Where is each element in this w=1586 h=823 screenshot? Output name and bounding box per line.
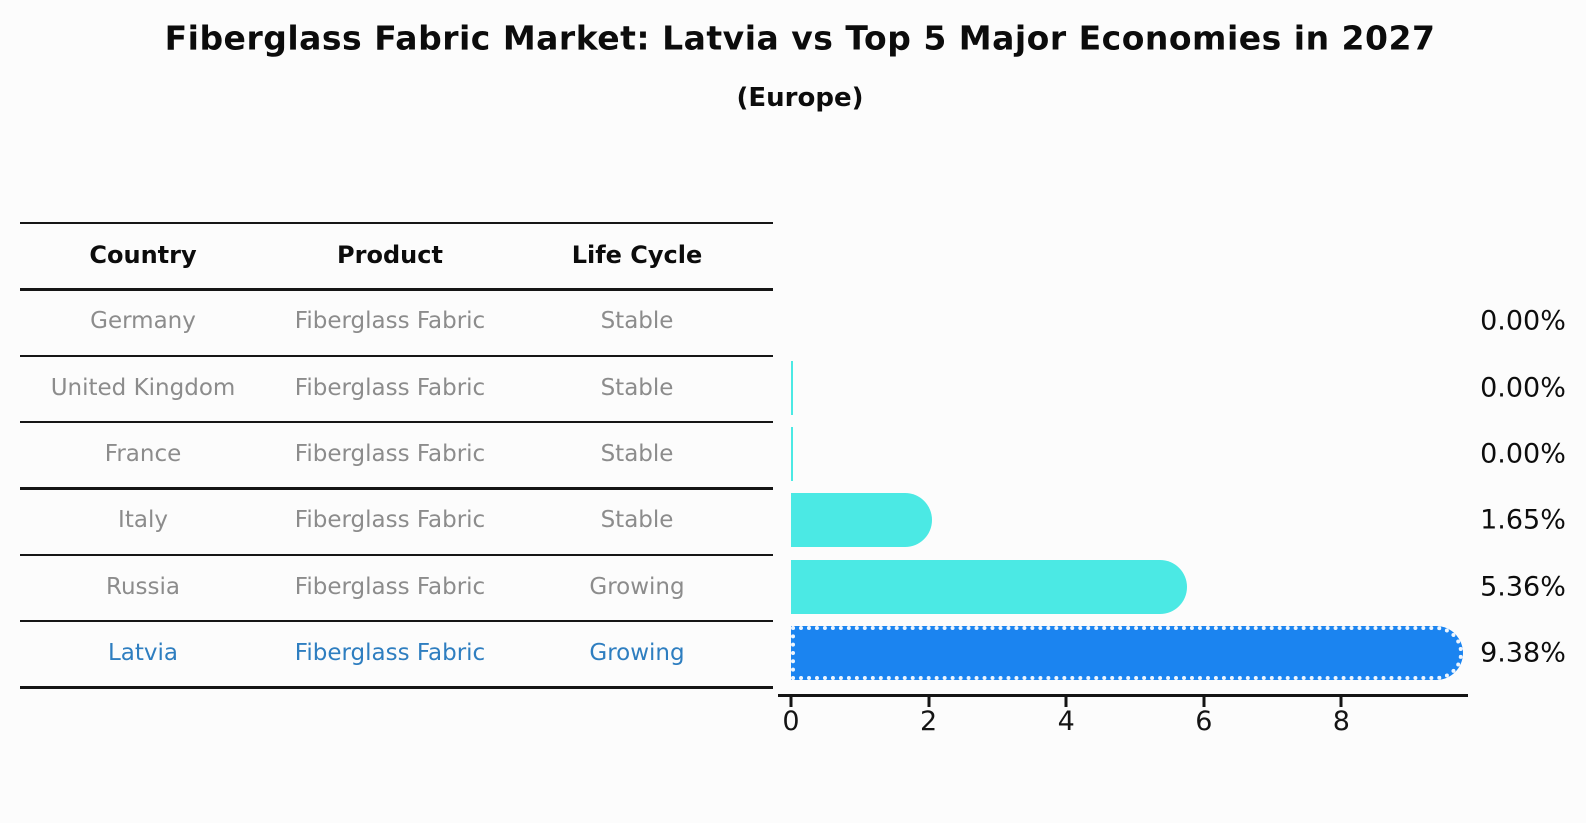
column-header-country: Country	[89, 241, 197, 270]
table-cell-life-cycle-france: Stable	[600, 441, 674, 468]
table-cell-country-germany: Germany	[90, 308, 196, 335]
table-cell-product-russia: Fiberglass Fabric	[294, 573, 486, 600]
table-row-divider	[20, 686, 773, 689]
bar-russia	[791, 559, 1187, 614]
chart-title: Fiberglass Fabric Market: Latvia vs Top …	[164, 18, 1436, 58]
x-axis-tick-label-6: 6	[1195, 706, 1213, 737]
bar-latvia	[791, 625, 1464, 680]
table-cell-product-latvia: Fiberglass Fabric	[294, 640, 486, 667]
chart-subtitle: (Europe)	[736, 83, 864, 113]
table-cell-country-france: France	[104, 441, 182, 468]
table-cell-life-cycle-germany: Stable	[600, 308, 674, 335]
value-label-latvia: 9.38%	[1480, 637, 1566, 669]
x-axis-tick-label-0: 0	[782, 706, 800, 737]
table-cell-country-russia: Russia	[106, 573, 180, 600]
bar-italy	[791, 493, 932, 548]
table-cell-product-france: Fiberglass Fabric	[294, 441, 486, 468]
x-axis-tick-8	[1339, 697, 1343, 707]
table-row-divider	[20, 222, 773, 225]
table-cell-product-united-kingdom: Fiberglass Fabric	[294, 374, 486, 401]
table-row-divider	[20, 487, 773, 490]
x-axis-tick-4	[1064, 697, 1068, 707]
x-axis-tick-label-4: 4	[1057, 706, 1075, 737]
value-label-russia: 5.36%	[1480, 571, 1566, 603]
bar-france	[791, 426, 793, 481]
table-cell-product-italy: Fiberglass Fabric	[294, 507, 486, 534]
value-label-italy: 1.65%	[1480, 504, 1566, 536]
x-axis-tick-label-2: 2	[920, 706, 938, 737]
table-row-divider	[20, 288, 773, 291]
table-cell-life-cycle-italy: Stable	[600, 507, 674, 534]
table-cell-life-cycle-russia: Growing	[589, 573, 685, 600]
value-label-france: 0.00%	[1480, 438, 1566, 470]
table-row-divider	[20, 420, 773, 424]
bar-united-kingdom	[791, 360, 793, 415]
table-cell-life-cycle-latvia: Growing	[589, 640, 685, 667]
table-cell-country-italy: Italy	[118, 507, 168, 534]
x-axis-tick-2	[927, 697, 931, 707]
column-header-product: Product	[337, 241, 443, 270]
value-label-germany: 0.00%	[1480, 305, 1566, 337]
x-axis-tick-0	[789, 697, 793, 707]
value-label-united-kingdom: 0.00%	[1480, 372, 1566, 404]
x-axis-tick-label-8: 8	[1332, 706, 1350, 737]
table-row-divider	[20, 619, 773, 623]
table-cell-country-latvia: Latvia	[107, 640, 179, 667]
table-cell-product-germany: Fiberglass Fabric	[294, 308, 486, 335]
table-row-divider	[20, 354, 773, 358]
table-row-divider	[20, 553, 773, 557]
x-axis-line	[778, 694, 1468, 697]
table-cell-country-united-kingdom: United Kingdom	[50, 374, 236, 401]
column-header-life-cycle: Life Cycle	[571, 241, 703, 270]
table-cell-life-cycle-united-kingdom: Stable	[600, 374, 674, 401]
x-axis-tick-6	[1202, 697, 1206, 707]
